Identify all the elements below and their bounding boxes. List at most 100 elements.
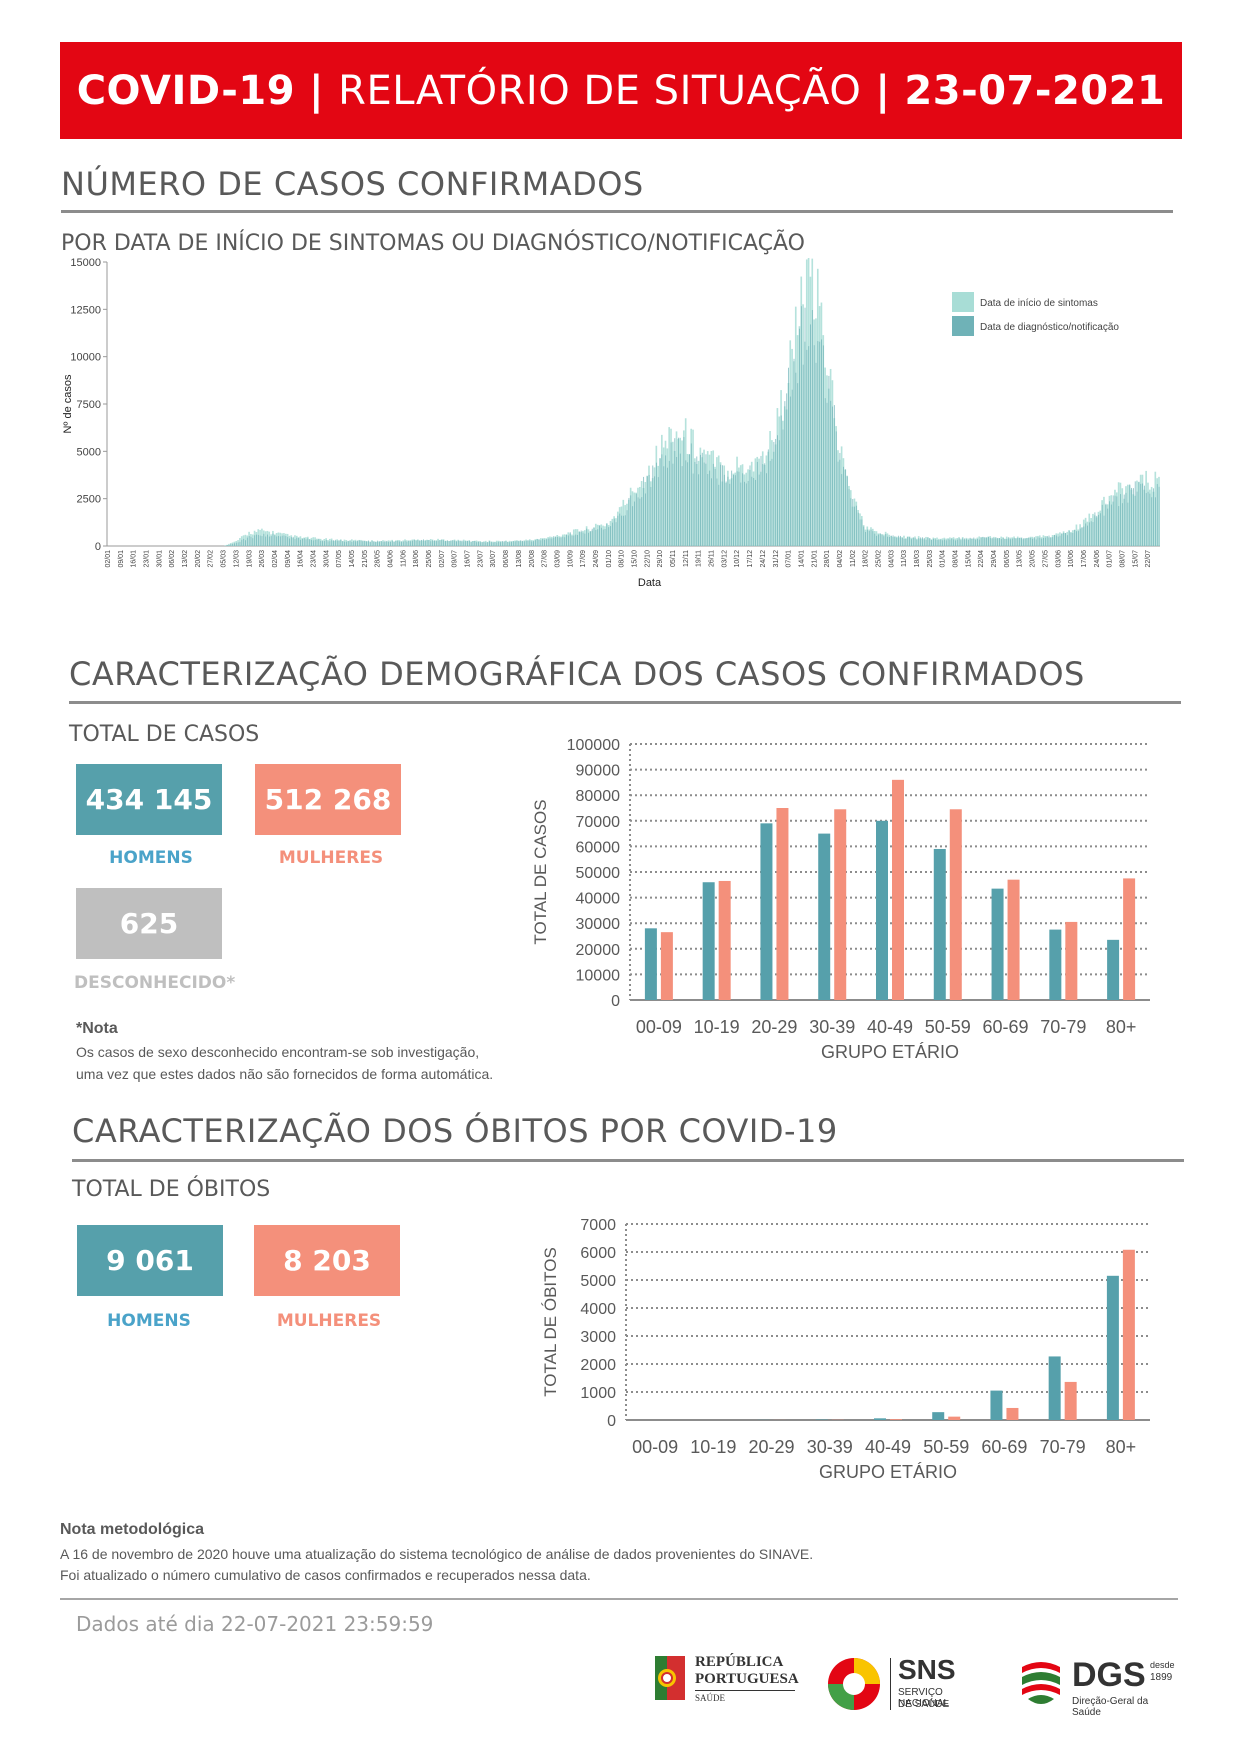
bar-homens [990, 1390, 1003, 1420]
bar-diagnosis [584, 533, 586, 546]
bar-diagnosis [828, 375, 830, 546]
x-tick-label: 17/09 [580, 550, 587, 568]
bar-diagnosis [780, 415, 782, 546]
bar-diagnosis [813, 345, 815, 546]
bar-diagnosis [657, 477, 659, 546]
x-tick-label: 17/12 [747, 550, 754, 568]
x-tick-label: 18/03 [914, 550, 921, 568]
x-tick-label: 00-09 [632, 1437, 678, 1457]
coat-of-arms-icon [655, 1656, 685, 1700]
x-tick-label: 20-29 [751, 1017, 797, 1037]
y-tick-label: 3000 [580, 1329, 616, 1346]
bar-diagnosis [633, 501, 635, 546]
x-tick-label: 24/06 [1094, 550, 1101, 568]
bar-diagnosis [850, 498, 852, 546]
x-tick-label: 13/02 [182, 550, 189, 568]
bar-diagnosis [1004, 538, 1006, 546]
bar-diagnosis [874, 533, 876, 546]
x-tick-label: 28/01 [824, 550, 831, 568]
x-tick-label: 08/04 [953, 550, 960, 568]
y-tick-label: 1000 [580, 1385, 616, 1402]
bar-diagnosis [452, 540, 454, 546]
bar-diagnosis [388, 541, 390, 546]
bar-diagnosis [1055, 535, 1057, 546]
bar-diagnosis [800, 306, 802, 546]
bar-diagnosis [855, 505, 857, 546]
bar-diagnosis [342, 541, 344, 546]
bar-diagnosis [501, 540, 503, 546]
x-tick-label: 20-29 [749, 1437, 795, 1457]
bar-diagnosis [1050, 537, 1052, 546]
bar-diagnosis [562, 536, 564, 546]
bar-diagnosis [1085, 523, 1087, 546]
bar-diagnosis [338, 540, 340, 546]
bar-diagnosis [500, 542, 501, 546]
legend-swatch [952, 316, 974, 336]
bar-diagnosis [538, 539, 540, 546]
bar-diagnosis [589, 531, 591, 546]
bar-diagnosis [865, 531, 867, 546]
bar-diagnosis [635, 493, 637, 546]
bar-diagnosis [311, 539, 313, 546]
bar-diagnosis [773, 441, 775, 546]
bar-diagnosis [404, 540, 406, 546]
bar-diagnosis [707, 474, 709, 546]
bar-diagnosis [1057, 536, 1059, 546]
bar-mulheres [949, 809, 962, 1000]
bar-diagnosis [445, 540, 446, 546]
bar-diagnosis [494, 542, 496, 546]
bar-mulheres [1065, 921, 1078, 1000]
y-tick-label: 12500 [70, 304, 101, 316]
bar-diagnosis [316, 539, 318, 546]
bar-diagnosis [411, 540, 413, 546]
bar-diagnosis [461, 540, 463, 546]
bar-diagnosis [659, 458, 661, 546]
bar-diagnosis [1088, 522, 1090, 546]
bar-diagnosis [980, 537, 982, 546]
logo-divider [890, 1658, 891, 1710]
bar-diagnosis [1008, 537, 1010, 546]
bar-diagnosis [533, 541, 534, 546]
bar-diagnosis [896, 537, 898, 546]
bar-diagnosis [643, 476, 645, 546]
bar-diagnosis [340, 540, 342, 546]
bar-diagnosis [241, 539, 243, 546]
bar-diagnosis [239, 541, 241, 546]
bar-diagnosis [932, 538, 934, 546]
bar-diagnosis [839, 452, 841, 546]
x-tick-label: 19/03 [246, 550, 253, 568]
x-tick-label: 18/06 [413, 550, 420, 568]
x-tick-label: 70-79 [1040, 1017, 1086, 1037]
bar-diagnosis [481, 542, 483, 546]
bar-diagnosis [578, 531, 580, 546]
bar-diagnosis [285, 536, 287, 546]
bar-diagnosis [1154, 497, 1156, 546]
bar-homens [991, 888, 1004, 1000]
bar-diagnosis [683, 437, 685, 546]
bar-mulheres [1122, 1249, 1135, 1420]
dgs-title: DGS [1072, 1656, 1146, 1694]
x-tick-label: 02/07 [439, 550, 446, 568]
x-tick-label: 20/02 [195, 550, 202, 568]
bar-diagnosis [767, 449, 769, 546]
bar-diagnosis [1068, 531, 1070, 546]
bar-diagnosis [685, 460, 687, 546]
bar-diagnosis [226, 545, 228, 546]
bar-diagnosis [655, 462, 657, 546]
x-tick-label: 16/01 [131, 550, 138, 568]
dgs-subtitle: Direção-Geral da Saúde [1072, 1696, 1149, 1718]
bar-mulheres [892, 779, 904, 1000]
bar-diagnosis [630, 495, 632, 546]
bar-diagnosis [314, 539, 316, 546]
bar-diagnosis [758, 474, 760, 546]
x-tick-label: 15/10 [632, 550, 639, 568]
y-tick-label: 5000 [580, 1273, 616, 1290]
bar-diagnosis [566, 534, 567, 546]
bar-diagnosis [925, 539, 927, 546]
bar-diagnosis [986, 537, 988, 546]
bar-diagnosis [520, 540, 522, 546]
bar-diagnosis [345, 541, 347, 546]
x-tick-label: 06/08 [503, 550, 510, 568]
bar-diagnosis [991, 537, 993, 546]
x-tick-label: 80+ [1106, 1017, 1137, 1037]
